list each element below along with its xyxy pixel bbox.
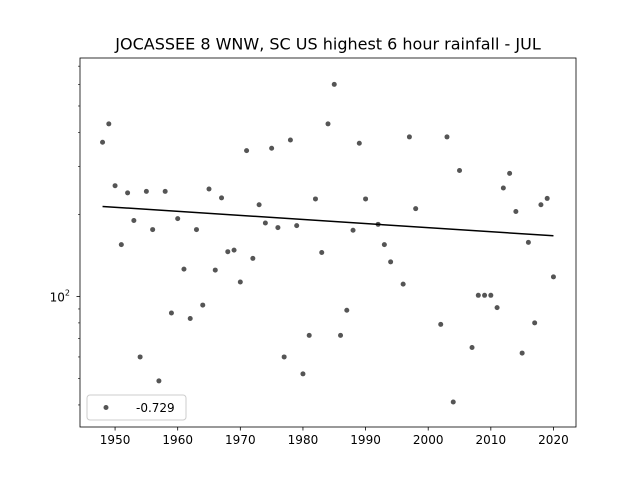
data-point [237, 279, 243, 285]
data-point [406, 134, 412, 140]
data-point [507, 170, 513, 176]
data-point [200, 302, 206, 308]
trend-line [102, 205, 554, 237]
legend-label: -0.729 [136, 401, 175, 415]
data-point [475, 292, 481, 298]
chart-title: JOCASSEE 8 WNW, SC US highest 6 hour rai… [114, 35, 541, 54]
data-point [244, 148, 250, 154]
data-point [494, 305, 500, 311]
data-point [532, 320, 538, 326]
data-point [262, 220, 268, 226]
data-point [193, 227, 199, 233]
x-tick-label: 1950 [100, 433, 131, 447]
x-tick-label: 2020 [538, 433, 569, 447]
data-point [206, 186, 212, 192]
data-point [356, 140, 362, 146]
data-point [331, 81, 337, 87]
data-point [143, 188, 149, 194]
data-point [162, 188, 168, 194]
data-point [137, 354, 143, 360]
plot-area: 1950 1960 1970 1980 1990 2000 2010 2020 102 -0.72… [50, 57, 577, 447]
data-point [250, 255, 256, 261]
data-point [550, 274, 556, 280]
data-point [112, 183, 118, 189]
data-point [100, 139, 106, 145]
axes-frame [79, 57, 577, 428]
data-point [438, 321, 444, 327]
data-point [125, 190, 131, 196]
x-tick-label: 1970 [225, 433, 256, 447]
data-point [168, 310, 174, 316]
data-point [325, 121, 331, 127]
data-point [131, 218, 137, 224]
data-point [444, 134, 450, 140]
data-point [400, 281, 406, 287]
data-point [381, 242, 387, 248]
x-tick-label: 1960 [162, 433, 193, 447]
data-point [225, 249, 231, 255]
data-point [338, 332, 344, 338]
data-point [457, 167, 463, 173]
data-point [363, 196, 369, 202]
data-point [482, 292, 488, 298]
data-point [212, 267, 218, 273]
data-point [156, 378, 162, 384]
data-point [300, 371, 306, 377]
data-point [538, 202, 544, 208]
data-point [287, 137, 293, 143]
data-point [269, 145, 275, 151]
data-point [231, 247, 237, 253]
data-point [219, 195, 225, 201]
data-point [413, 206, 419, 212]
data-point [319, 250, 325, 256]
data-point [306, 332, 312, 338]
x-tick-label: 1990 [350, 433, 381, 447]
data-point [294, 223, 300, 229]
x-tick-label: 2000 [413, 433, 444, 447]
data-point [344, 307, 350, 313]
data-point [513, 209, 519, 215]
data-point [469, 344, 475, 350]
data-point [256, 202, 262, 208]
data-point [544, 195, 550, 201]
data-point [388, 259, 394, 265]
data-point [150, 227, 156, 233]
y-tick-label: 102 [50, 288, 70, 304]
data-point [118, 242, 124, 248]
data-point [488, 292, 494, 298]
x-tick-label: 1980 [288, 433, 319, 447]
data-point [281, 354, 287, 360]
data-point [500, 185, 506, 191]
data-point [450, 399, 456, 405]
data-point [106, 121, 112, 127]
data-point [181, 266, 187, 272]
data-point [525, 239, 531, 245]
legend-box [86, 394, 187, 421]
x-tick-label: 2010 [476, 433, 507, 447]
data-point [187, 316, 193, 322]
data-point [312, 196, 318, 202]
data-point [175, 216, 181, 222]
legend-marker [103, 405, 109, 410]
data-point [275, 225, 281, 231]
data-point [519, 350, 525, 356]
data-point [350, 227, 356, 233]
